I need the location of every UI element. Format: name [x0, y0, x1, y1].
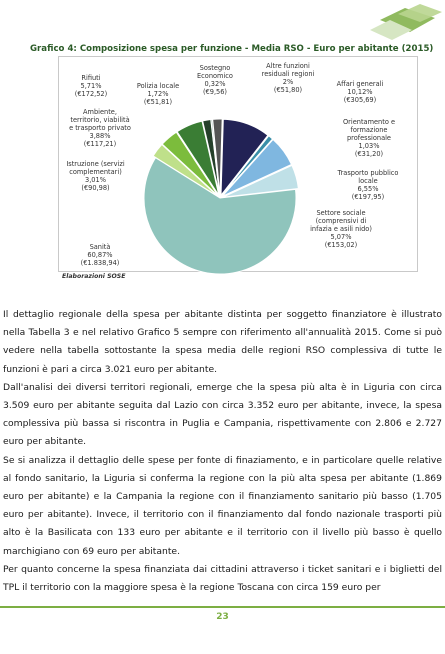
label-orientamento: Orientamento e formazione professionale … [342, 118, 396, 158]
footer-rule [0, 606, 445, 608]
label-altre-funzioni: Altre funzioni residuali regioni 2% (€51… [261, 62, 315, 94]
publisher-logo [370, 4, 442, 40]
label-polizia-locale: Polizia locale 1,72% (€51,81) [136, 82, 180, 106]
paragraph: Il dettaglio regionale della spesa per a… [3, 309, 442, 375]
pie-slice-affari-generali [220, 118, 269, 197]
label-ambiente: Ambiente, territorio, viabilità e traspo… [69, 108, 131, 148]
paragraph: Dall'analisi dei diversi territori regio… [3, 381, 442, 448]
label-affari-generali: Affari generali 10,12% (€305,69) [336, 80, 384, 104]
pie-slice-rifiuti [176, 120, 220, 196]
pie-slice-orientamento-e-formazione-professionale [221, 135, 274, 197]
page-number: 23 [216, 612, 229, 622]
label-rifiuti: Rifiuti 5,71% (€172,52) [74, 74, 108, 98]
paragraph: Per quanto concerne la spesa finanziata … [3, 563, 442, 594]
pie-slice-istruzione [152, 143, 218, 197]
chart-title: Grafico 4: Composizione spesa per funzio… [30, 44, 434, 54]
source-note: Elaborazioni SOSE [62, 273, 126, 280]
label-sostegno-economico: Sostegno Economico 0,32% (€9,56) [197, 64, 233, 96]
paragraph: Se si analizza il dettaglio delle spese … [3, 454, 442, 557]
label-settore-sociale: Settore sociale (comprensivi di infazia … [310, 209, 372, 249]
label-sanita: Sanità 60,87% (€1.838,94) [80, 243, 120, 267]
label-istruzione: Istruzione (servizi complementari) 3,01%… [66, 160, 125, 192]
pie-slice-altre-funzioni-residuali-regioni [212, 118, 223, 196]
pie-slice-ambiente [161, 131, 219, 197]
pie-slice-settore-sociale [222, 164, 299, 198]
body-text: Il dettaglio regionale della spesa per a… [3, 306, 442, 597]
pie-slice-trasporto-pubblico-locale [222, 138, 293, 197]
pie-slice-sanit- [143, 157, 297, 275]
label-trasporto: Trasporto pubblico locale 6,55% (€197,95… [337, 169, 399, 201]
